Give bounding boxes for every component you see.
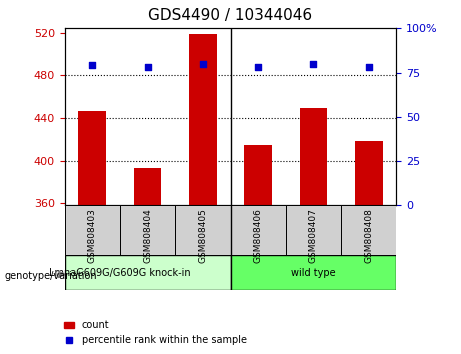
FancyBboxPatch shape [286,205,341,255]
FancyBboxPatch shape [65,205,120,255]
Point [144,64,151,70]
Text: GSM808407: GSM808407 [309,208,318,263]
Bar [300,108,327,205]
Point [365,64,372,70]
Point [254,64,262,70]
Text: GSM808406: GSM808406 [254,208,263,263]
Bar [189,34,217,205]
Bar [244,144,272,205]
Text: genotype/variation: genotype/variation [5,271,97,281]
Point [89,63,96,68]
Text: GSM808405: GSM808405 [198,208,208,267]
Bar [355,141,383,205]
Title: GDS4490 / 10344046: GDS4490 / 10344046 [148,8,313,23]
Point [199,61,207,67]
FancyBboxPatch shape [175,205,230,255]
Text: GSM808403: GSM808403 [87,208,97,267]
Text: GSM808404: GSM808404 [142,208,153,267]
Text: GSM808407: GSM808407 [308,208,319,267]
Text: GSM808405: GSM808405 [198,208,207,263]
FancyBboxPatch shape [120,205,175,255]
FancyBboxPatch shape [65,255,230,290]
Legend: count, percentile rank within the sample: count, percentile rank within the sample [60,316,250,349]
Bar [78,112,106,205]
FancyBboxPatch shape [230,205,286,255]
Text: GSM808403: GSM808403 [88,208,97,263]
Text: GSM808406: GSM808406 [253,208,263,267]
Text: GSM808408: GSM808408 [364,208,374,267]
Text: LmnaG609G/G609G knock-in: LmnaG609G/G609G knock-in [49,268,191,278]
Point [310,61,317,67]
FancyBboxPatch shape [341,205,396,255]
Text: GSM808408: GSM808408 [364,208,373,263]
Text: GSM808404: GSM808404 [143,208,152,263]
Bar [134,168,161,205]
Text: wild type: wild type [291,268,336,278]
FancyBboxPatch shape [230,255,396,290]
